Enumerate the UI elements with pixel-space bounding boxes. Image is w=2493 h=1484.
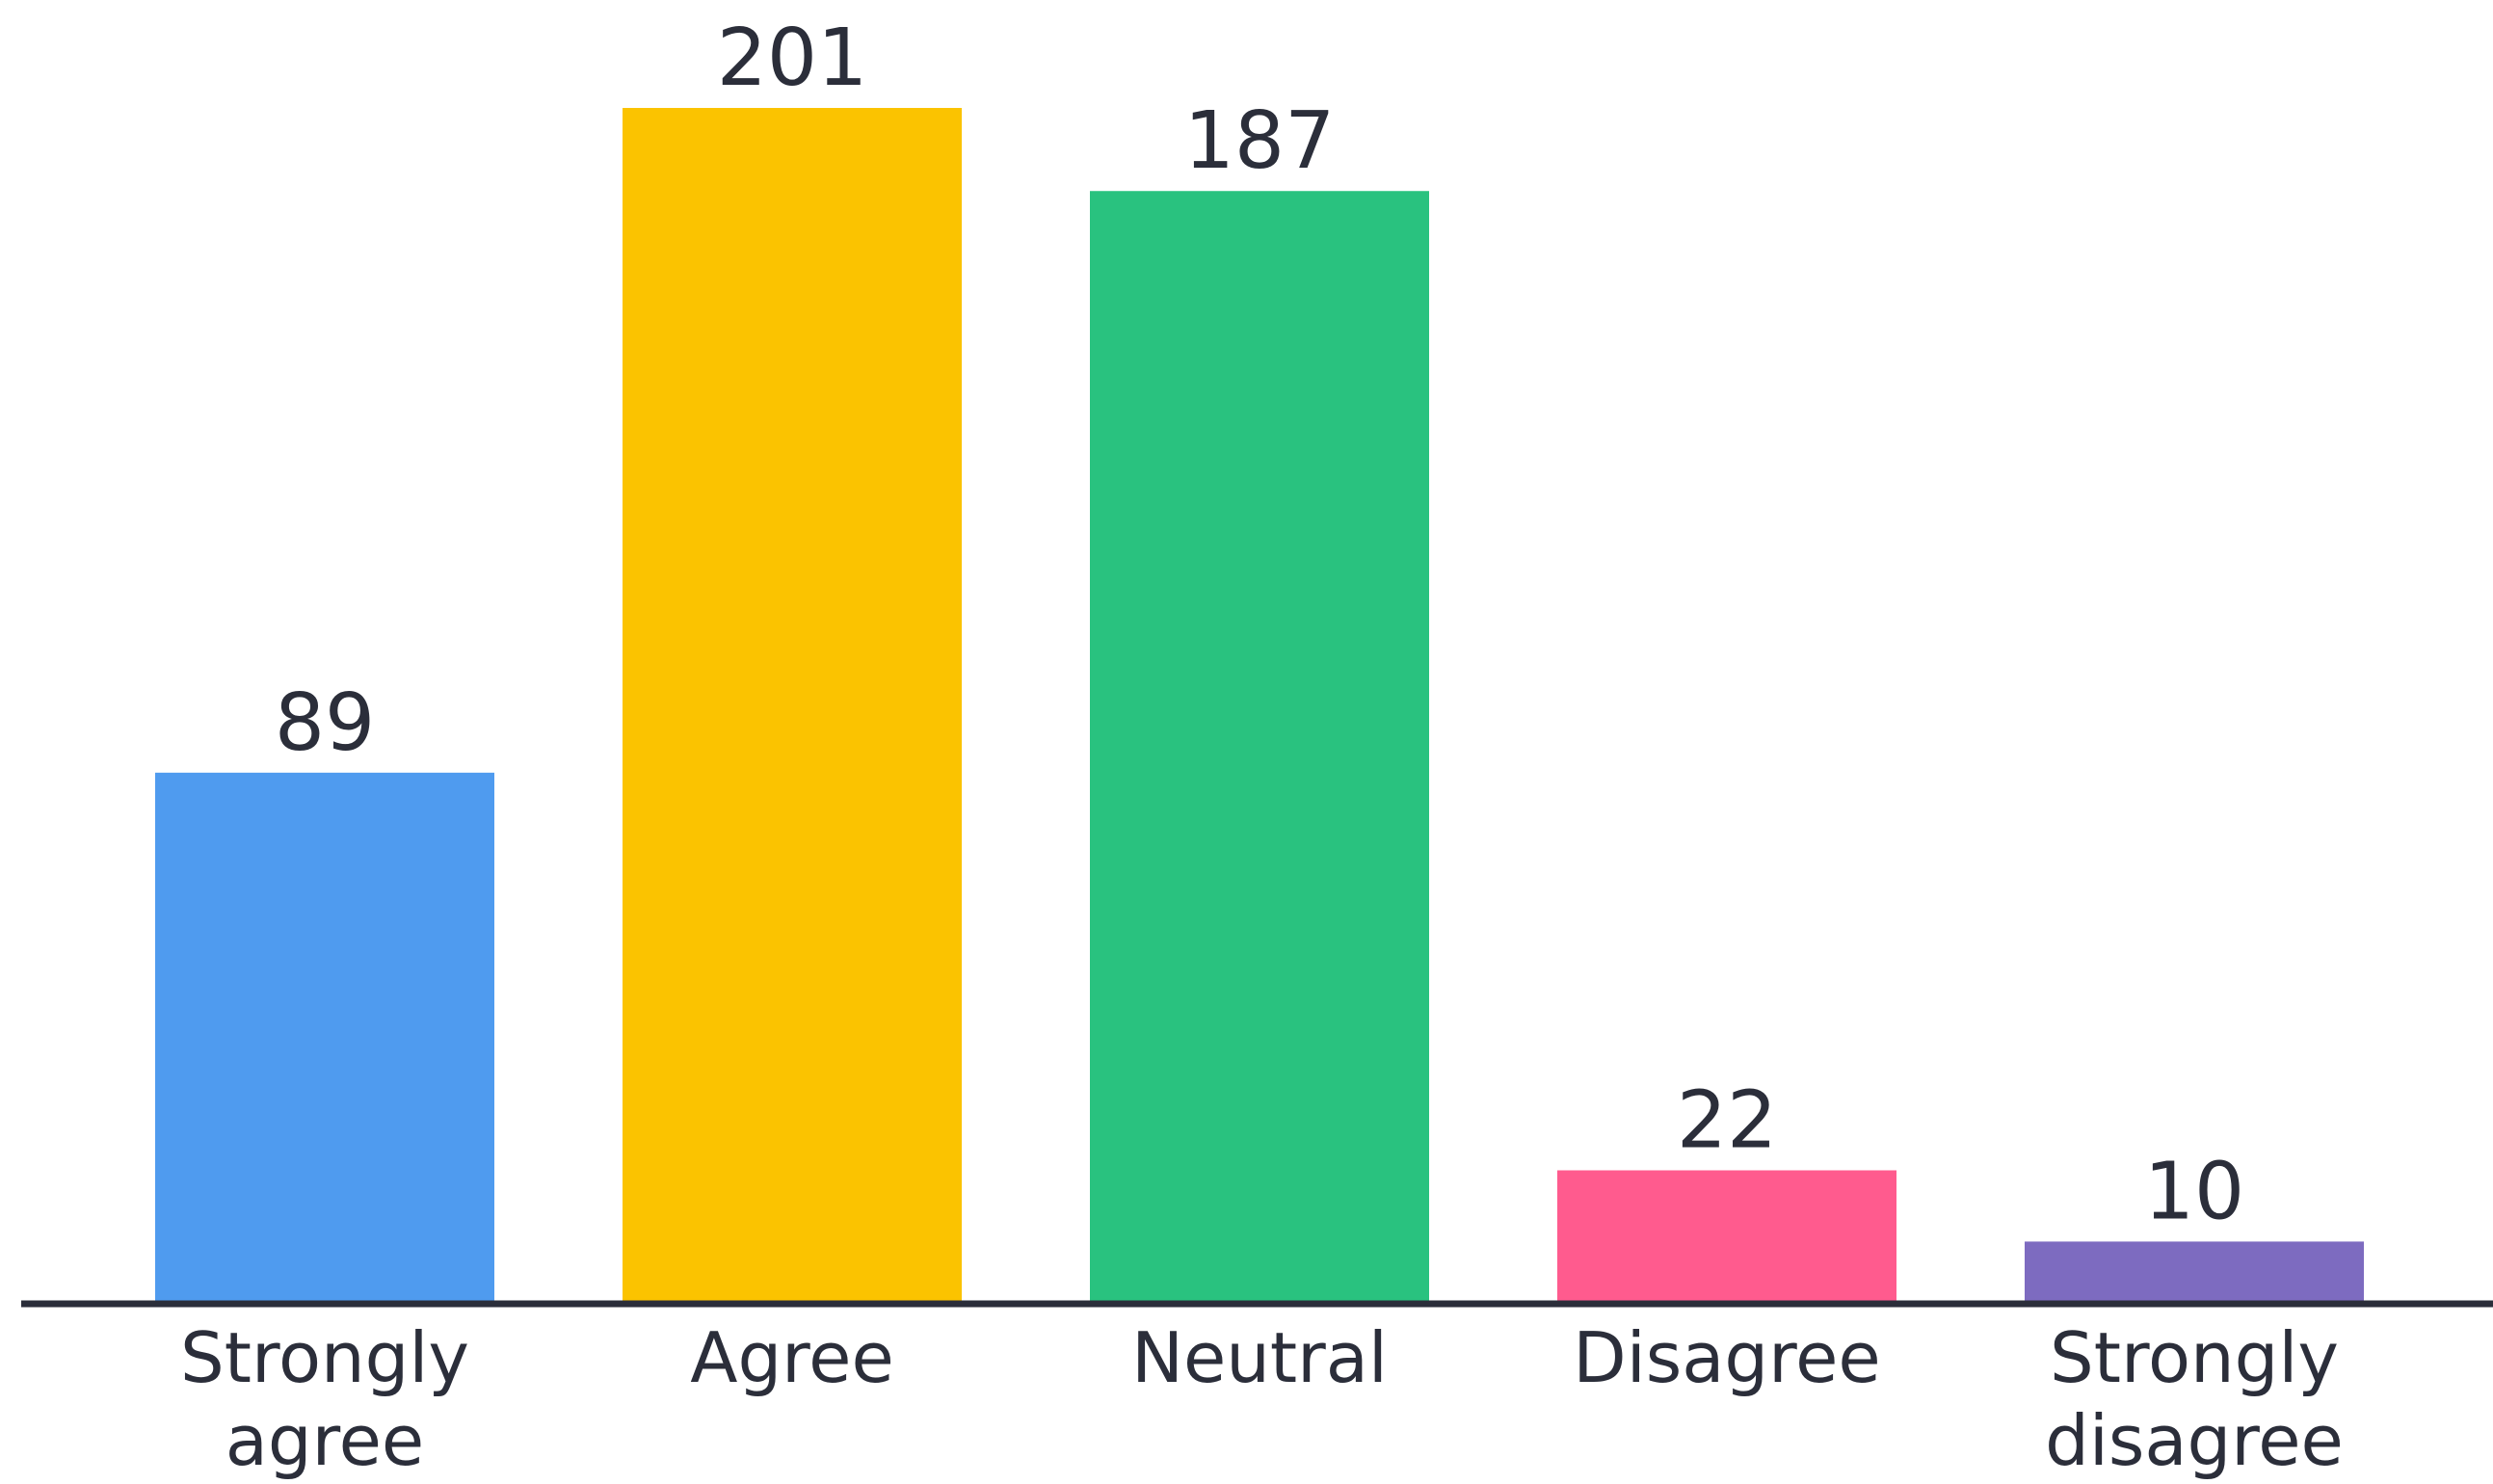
bar-agree	[623, 108, 962, 1301]
value-label: 22	[1677, 1074, 1777, 1166]
category-label: Neutral	[1131, 1317, 1388, 1398]
category-label-line: Neutral	[1131, 1317, 1388, 1398]
category-label: Disagree	[1573, 1317, 1880, 1398]
value-label: 201	[717, 13, 868, 104]
value-label: 10	[2144, 1146, 2244, 1237]
category-label: Agree	[690, 1317, 894, 1398]
bar-neutral	[1090, 191, 1429, 1301]
category-label-line: Disagree	[1573, 1317, 1880, 1398]
value-label: 187	[1184, 95, 1336, 187]
category-label: Strongly agree	[180, 1317, 469, 1481]
bar-strongly-agree	[155, 772, 494, 1301]
bar-disagree	[1557, 1170, 1896, 1301]
category-label-line: agree	[225, 1400, 424, 1481]
category-label-line: Strongly	[180, 1317, 469, 1398]
bars-layer	[155, 108, 2364, 1301]
category-label-line: Strongly	[2050, 1317, 2339, 1398]
category-label-line: disagree	[2045, 1400, 2344, 1481]
category-label-line: Agree	[690, 1317, 894, 1398]
value-labels-layer: 89 201 187 22 10	[275, 13, 2244, 1237]
bar-strongly-disagree	[2025, 1241, 2364, 1301]
value-label: 89	[275, 677, 375, 769]
category-label: Strongly disagree	[2045, 1317, 2344, 1481]
